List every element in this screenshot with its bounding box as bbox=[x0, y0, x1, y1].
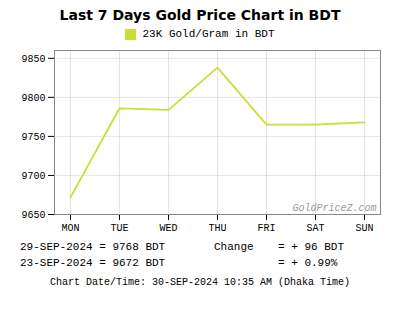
svg-text:THU: THU bbox=[208, 223, 226, 234]
html-text:Last 7 Days Gold Price Chart i: Last 7 Days Gold Price Chart in BDT bbox=[59, 7, 341, 23]
svg-text:9700: 9700 bbox=[21, 171, 45, 182]
html-text:= + 0.99%: = + 0.99% bbox=[278, 257, 338, 269]
svg-text:MON: MON bbox=[61, 223, 79, 234]
html-text:Chart Date/Time: 30-SEP-2024 1: Chart Date/Time: 30-SEP-2024 10:35 AM (D… bbox=[50, 277, 350, 288]
svg-text:9750: 9750 bbox=[21, 132, 45, 143]
svg-text:SAT: SAT bbox=[306, 223, 324, 234]
html-text:Change: Change bbox=[214, 241, 254, 253]
svg-text:9800: 9800 bbox=[21, 93, 45, 104]
svg-text:FRI: FRI bbox=[257, 223, 275, 234]
html-text:= + 96 BDT: = + 96 BDT bbox=[278, 241, 344, 253]
svg-text:SUN: SUN bbox=[355, 223, 373, 234]
html-text:23-SEP-2024 = 9672 BDT: 23-SEP-2024 = 9672 BDT bbox=[20, 257, 166, 269]
html-text:23K Gold/Gram in BDT: 23K Gold/Gram in BDT bbox=[142, 28, 275, 40]
svg-text:TUE: TUE bbox=[110, 223, 128, 234]
svg-text:9650: 9650 bbox=[21, 210, 45, 221]
svg-text:WED: WED bbox=[159, 223, 177, 234]
html-text:29-SEP-2024 = 9768 BDT: 29-SEP-2024 = 9768 BDT bbox=[20, 241, 166, 253]
svg-text:GoldPriceZ.com: GoldPriceZ.com bbox=[292, 203, 376, 214]
svg-text:9850: 9850 bbox=[21, 54, 45, 65]
